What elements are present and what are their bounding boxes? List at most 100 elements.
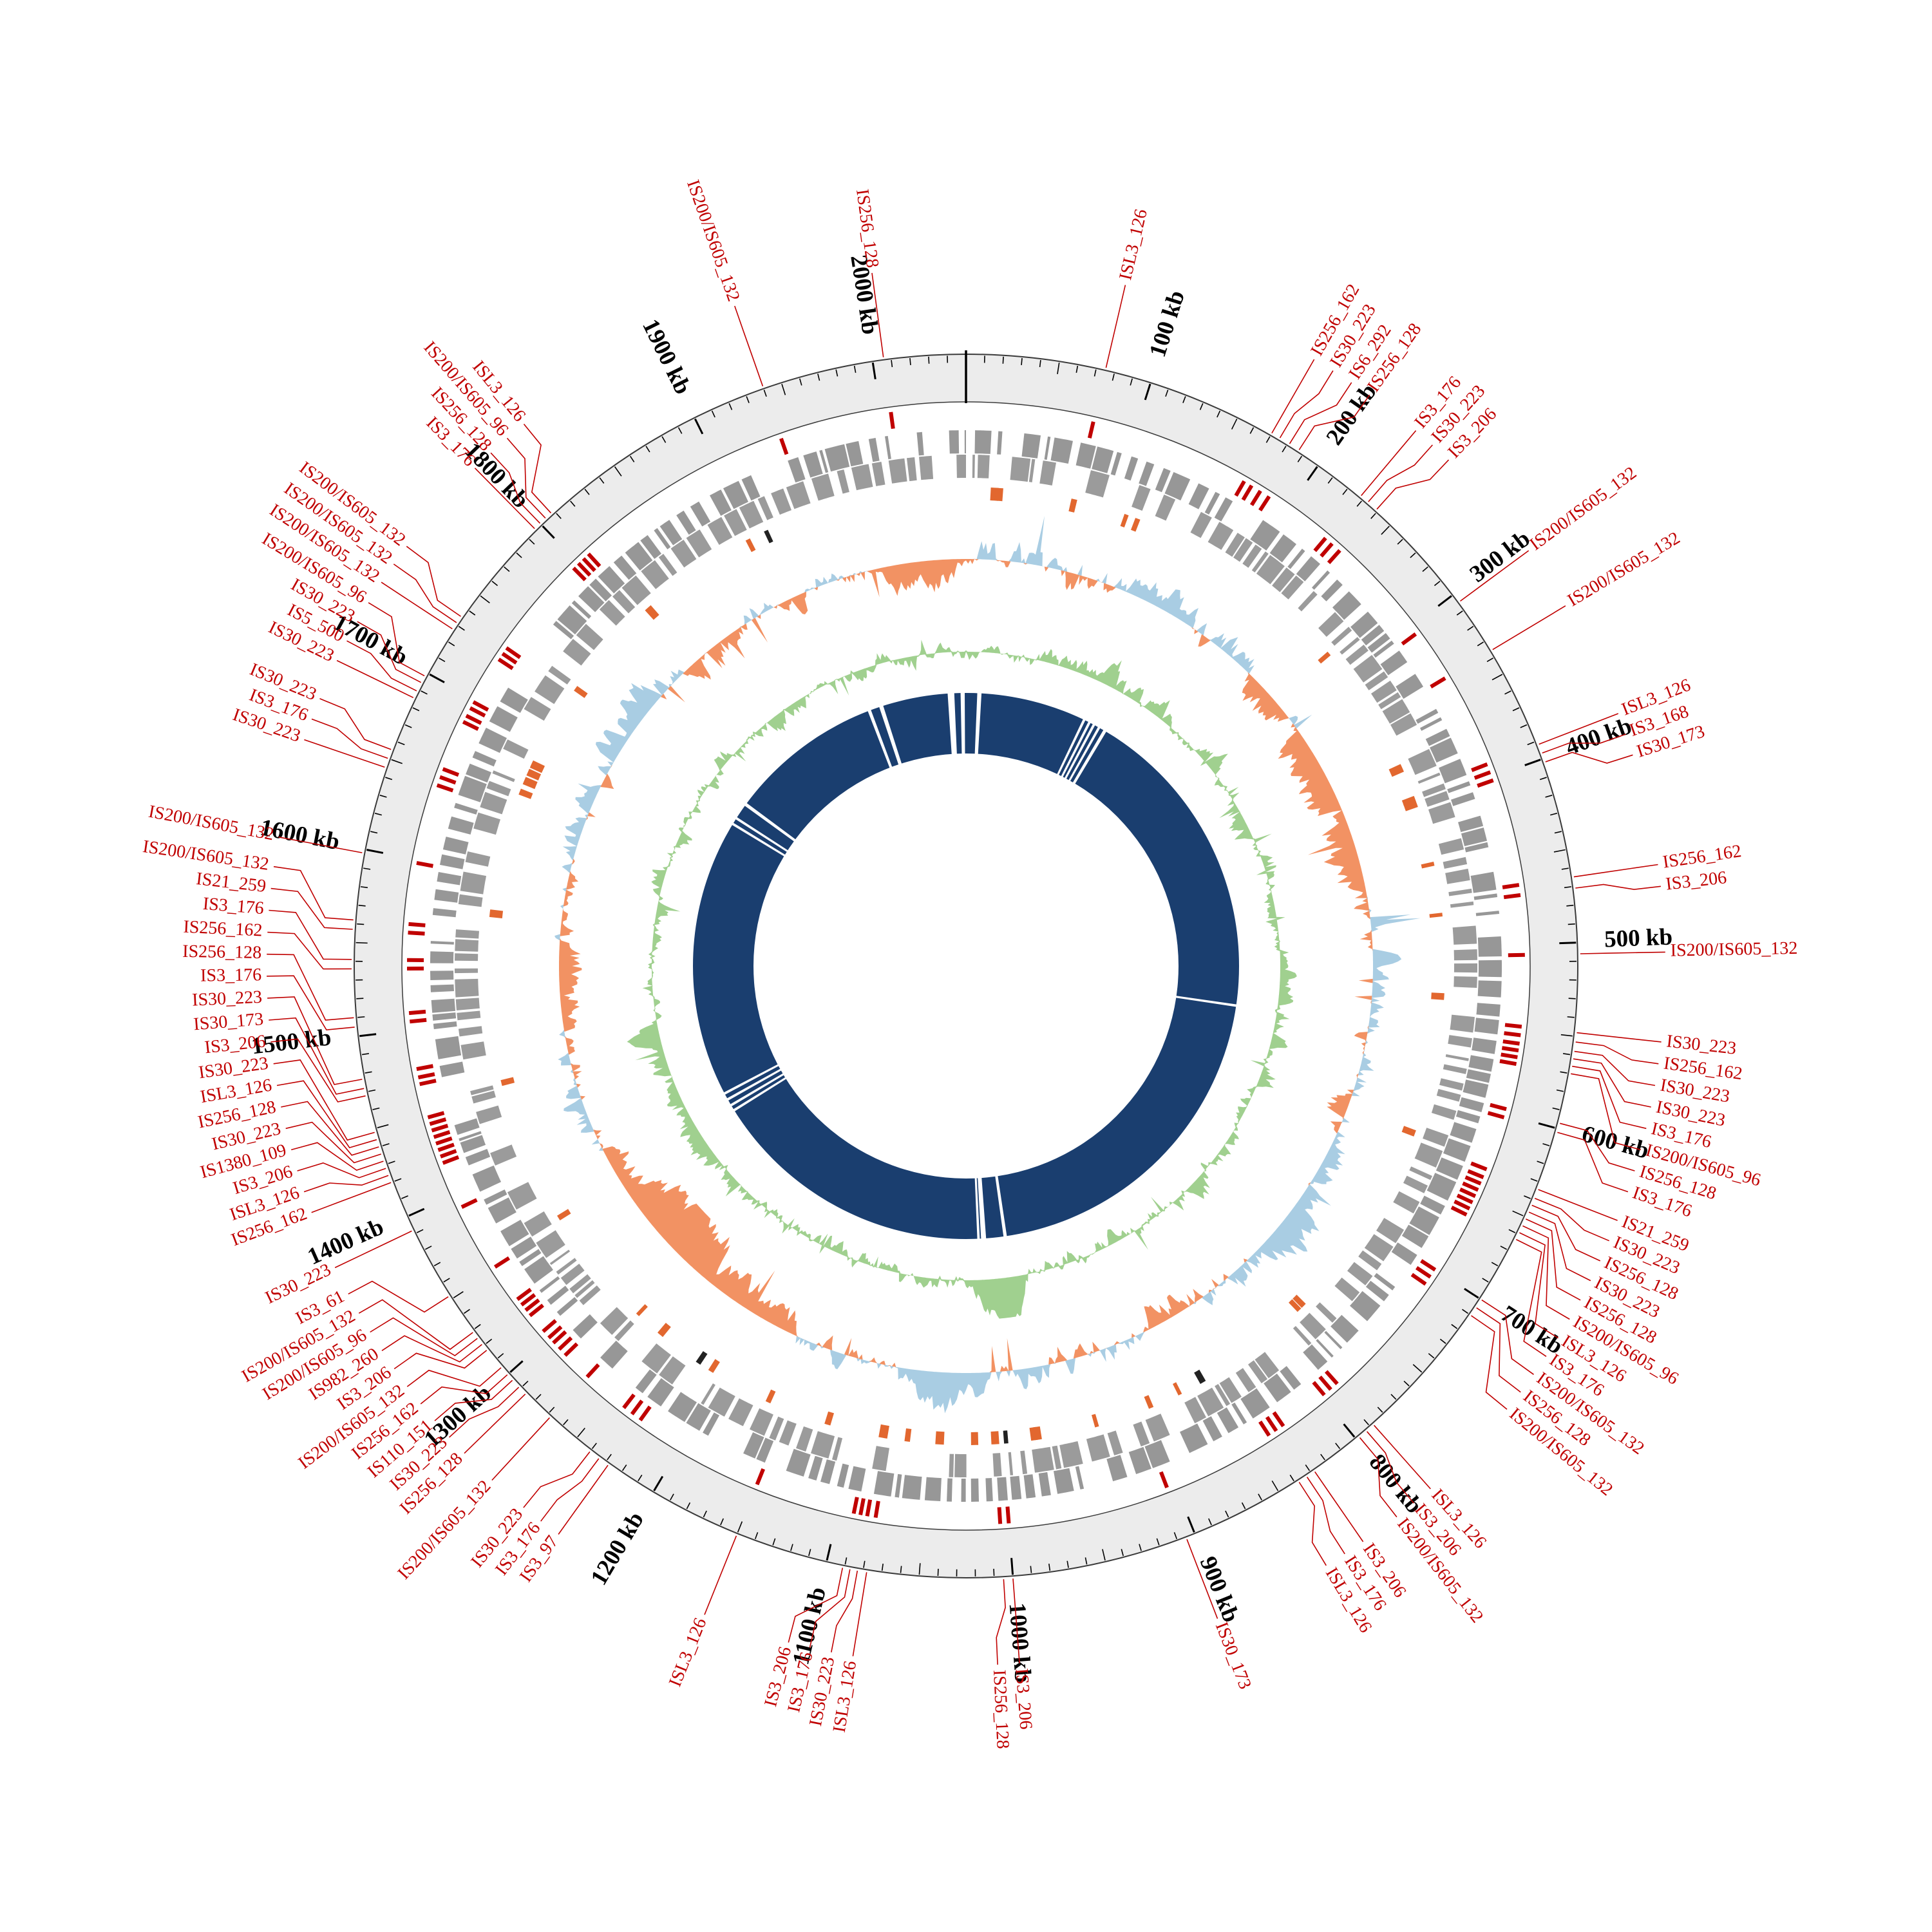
gene-block	[872, 1446, 889, 1472]
is-marker	[858, 1498, 866, 1515]
is-marker	[1265, 1416, 1278, 1432]
gene-block	[1374, 1273, 1396, 1291]
axis-tick	[1231, 419, 1238, 430]
gene-block	[1473, 893, 1498, 900]
is-marker	[1234, 480, 1246, 497]
is-label-leader-line	[311, 718, 388, 759]
gene-block	[1358, 1250, 1382, 1271]
axis-tick	[781, 383, 786, 395]
axis-tick	[694, 418, 704, 435]
axis-tick	[686, 1502, 691, 1510]
gene-block	[635, 1369, 657, 1394]
axis-tick	[556, 513, 562, 519]
axis-tick	[1282, 446, 1287, 453]
feature-dash	[994, 488, 1003, 502]
is-marker	[1487, 1111, 1505, 1120]
axis-ticks	[355, 350, 1577, 1577]
is-label-leader-line	[381, 1335, 482, 1363]
gene-block	[819, 450, 829, 473]
axis-tick	[1356, 500, 1362, 507]
is-label-leader-line	[336, 659, 414, 699]
axis-tick	[357, 1016, 365, 1018]
gene-block	[1365, 671, 1388, 690]
ring-gap	[878, 703, 903, 767]
axis-tick	[1363, 1419, 1369, 1426]
is-marker	[435, 1136, 453, 1146]
gene-block	[430, 984, 454, 992]
gene-block	[723, 480, 748, 509]
is-marker	[528, 1303, 544, 1318]
is-label: IS30_173	[193, 1009, 264, 1034]
gene-block	[458, 894, 483, 907]
gene-block	[1208, 522, 1234, 550]
axis-tick	[1561, 867, 1569, 870]
axis-tick-label: 1000 kb	[1003, 1602, 1036, 1683]
is-label-leader-line	[1531, 1204, 1601, 1262]
gene-block	[824, 444, 850, 472]
axis-tick	[900, 1566, 902, 1573]
is-label: IS200/IS605_132	[1526, 463, 1640, 554]
gene-block	[811, 1431, 835, 1459]
is-label-leader-line	[490, 452, 541, 524]
is-marker	[564, 1342, 579, 1357]
feature-dash	[764, 529, 773, 544]
gene-block	[743, 1432, 764, 1459]
gene-block	[964, 430, 966, 453]
is-marker	[497, 658, 514, 670]
gene-block	[888, 458, 907, 484]
axis-tick	[1297, 455, 1303, 462]
axis-tick	[529, 538, 535, 545]
is-marker	[630, 1399, 644, 1416]
gene-block	[556, 1258, 577, 1275]
is-label-leader-line	[348, 1280, 449, 1313]
is-marker	[1473, 770, 1492, 780]
axis-tick	[1130, 378, 1133, 386]
axis-tick	[746, 396, 750, 403]
axis-tick	[1567, 923, 1575, 925]
is-label-leader-line	[1306, 1477, 1345, 1555]
gene-block	[902, 1475, 922, 1500]
gene-block	[1438, 838, 1464, 855]
is-marker	[460, 1198, 478, 1209]
axis-tick	[1156, 1538, 1160, 1546]
gene-block	[1085, 470, 1110, 498]
axis-tick	[374, 813, 382, 816]
gene-block	[1184, 1397, 1206, 1424]
gene-block	[480, 791, 507, 815]
axis-tick	[443, 1278, 450, 1283]
gene-block	[949, 1454, 954, 1477]
gene-block	[1217, 1407, 1239, 1434]
ring-gap	[730, 821, 788, 858]
gene-block	[1450, 1122, 1477, 1143]
is-label-leader-line	[1374, 1425, 1431, 1490]
is-label-leader-line	[267, 953, 354, 1021]
is-label-leader-line	[491, 1417, 550, 1481]
ring-gap	[1173, 995, 1239, 1007]
feature-dash	[1403, 799, 1418, 811]
axis-tick	[1307, 466, 1318, 481]
gene-block	[1233, 538, 1253, 562]
axis-tick	[1342, 488, 1348, 495]
gene-block	[1347, 1262, 1373, 1285]
is-marker	[1312, 1381, 1326, 1397]
feature-dash	[1194, 1369, 1206, 1384]
gene-block	[1448, 888, 1472, 896]
is-label-leader-line	[704, 1535, 737, 1615]
axis-tick	[1199, 402, 1204, 410]
gene-block	[511, 1236, 537, 1259]
is-label: IS30_173	[1211, 1619, 1255, 1692]
gene-block	[1321, 579, 1343, 601]
gene-block	[459, 1026, 483, 1037]
ring-gap	[947, 690, 957, 757]
gene-block	[547, 1285, 569, 1305]
axis-tick	[1500, 1245, 1508, 1250]
gene-block	[1458, 815, 1484, 832]
gene-block	[1316, 1339, 1334, 1358]
axis-tick	[563, 1419, 569, 1426]
feature-dash	[696, 1351, 708, 1365]
gene-block	[848, 1466, 866, 1492]
axis-tick	[382, 1143, 390, 1146]
axis-tick-label: 900 kb	[1195, 1553, 1245, 1626]
gene-block	[1214, 497, 1233, 522]
